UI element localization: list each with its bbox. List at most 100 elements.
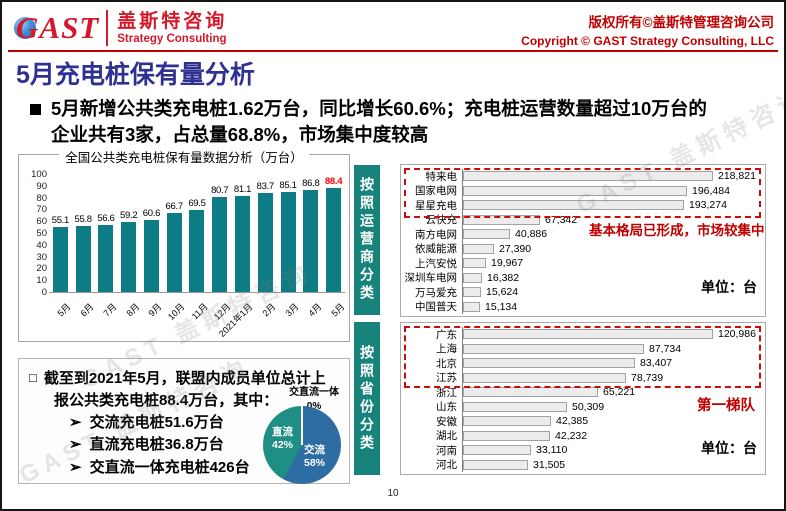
hbar-track: 15,134 (462, 299, 765, 314)
hbar-category-label: 河北 (436, 459, 457, 472)
pie-dc-pct: 42% (272, 439, 294, 452)
bar-value-label: 88.4 (324, 175, 343, 187)
summary-item-acdc: ➢ 交直流一体充电桩426台 (69, 457, 341, 480)
province-highlight-dashed-box (404, 326, 761, 388)
hbar-row-南方电网: 南方电网 40,886 (401, 227, 765, 242)
hbar-row-湖北: 湖北 42,232 (401, 428, 765, 443)
hbar-value-label: 15,134 (485, 300, 518, 313)
bar (166, 213, 182, 292)
copyright-en: Copyright © GAST Strategy Consulting, LL… (521, 34, 774, 48)
hbar-value-label: 193,274 (689, 199, 727, 212)
bar-2月: 83.7 (254, 181, 276, 292)
x-tick-label: 7月 (101, 301, 119, 319)
hbar-track: 31,505 (462, 457, 765, 472)
bar-value-label: 85.1 (279, 179, 297, 191)
arrow-bullet-icon: ➢ (69, 413, 82, 431)
hbar (463, 401, 567, 412)
hbar-track: 78,739 (462, 370, 765, 385)
x-tick: 4月 (300, 295, 324, 341)
summary-item-dc-text: 直流充电桩36.8万台 (89, 436, 224, 453)
hbar (463, 229, 510, 240)
hbar-value-label: 33,110 (536, 444, 568, 457)
province-unit-label: 单位：台 (701, 440, 757, 456)
y-tick-label: 0 (41, 286, 47, 298)
bar (235, 196, 250, 292)
y-axis: 100 90 80 70 60 50 40 30 20 10 0 (21, 170, 47, 298)
x-tick: 8月 (118, 295, 141, 341)
hbar-value-label: 78,739 (631, 371, 664, 384)
page-title: 5月充电桩保有量分析 (16, 61, 255, 89)
chart-title: 全国公共类充电桩保有量数据分析（万台） (59, 147, 309, 166)
bar (52, 227, 68, 292)
pie-acdc-pct: 0% (306, 400, 322, 412)
section-label-by-operator: 按照运营商分类 (354, 165, 380, 315)
hbar (463, 272, 482, 283)
hbar (463, 416, 551, 427)
hbar-value-label: 42,232 (555, 429, 588, 442)
bar-value-label: 55.8 (74, 213, 92, 225)
key-message-line2: 企业共有3家，占总量68.8%，市场集中度较高 (51, 123, 429, 145)
summary-box: □ 截至到2021年5月，联盟内成员单位总计上 报公共类充电桩88.4万台，其中… (18, 358, 350, 484)
x-tick-label: 6月 (78, 301, 96, 319)
hbar-value-label: 15,624 (486, 286, 519, 299)
hbar-row-星星充电: 星星充电 193,274 (401, 198, 765, 213)
x-tick: 6月 (72, 295, 96, 341)
pie-ac-pct: 58% (304, 457, 326, 470)
hbar-row-依威能源: 依威能源 27,390 (401, 241, 765, 256)
bar-5月: 55.1 (49, 215, 71, 292)
bar-9月: 60.6 (140, 208, 162, 292)
bar-8月: 59.2 (118, 210, 140, 292)
hbar-value-label: 40,886 (515, 228, 548, 241)
bar-4月: 86.8 (300, 178, 322, 292)
brand-name-cn: 盖斯特咨询 (117, 11, 228, 33)
hbar (463, 258, 486, 269)
bar (212, 197, 228, 292)
hbar (463, 185, 687, 196)
summary-line1-row: □ 截至到2021年5月，联盟内成员单位总计上 (29, 368, 341, 390)
hbar-track: 83,407 (462, 356, 765, 371)
x-tick: 2月 (254, 295, 278, 341)
y-tick-label: 40 (36, 239, 47, 251)
hbar-value-label: 87,734 (649, 342, 682, 355)
bar (143, 220, 159, 292)
hbar-track: 33,110 (462, 443, 765, 458)
pie-acdc-name: 交直流一体 (289, 387, 339, 398)
y-tick-label: 80 (36, 192, 47, 204)
bar-10月: 66.7 (163, 201, 185, 292)
x-tick-label: 11月 (189, 301, 210, 322)
pie-dc-name: 直流 (272, 426, 293, 438)
ac-dc-pie-chart: 直流 42% 交流 58% (263, 406, 341, 484)
hbar-track: 42,385 (462, 414, 765, 429)
summary-item-acdc-text: 交直流一体充电桩426台 (89, 458, 250, 476)
hbar-row-上汽安悦: 上汽安悦 19,967 (401, 256, 765, 271)
hbar-track: 193,274 (462, 198, 765, 213)
x-tick-label: 5月 (55, 301, 73, 319)
page-number: 10 (387, 488, 399, 499)
hbar-track: 196,484 (462, 183, 765, 198)
hbar (463, 343, 644, 354)
bar (257, 193, 273, 292)
pie-label-ac: 交流 58% (304, 444, 325, 470)
y-tick-label: 100 (31, 169, 47, 180)
x-tick-label: 4月 (306, 301, 324, 319)
hbar-category-label: 山东 (436, 401, 457, 414)
y-tick-label: 30 (36, 251, 47, 263)
hbar-category-label: 特来电 (425, 170, 458, 183)
x-tick-label: 3月 (283, 301, 301, 319)
hbar (463, 430, 550, 441)
bar-value-label: 80.7 (211, 184, 229, 196)
section-label-by-province-text: 按照省份分类 (359, 344, 375, 453)
x-tick-label: 2月 (260, 301, 278, 319)
bar-value-label: 56.6 (97, 212, 115, 224)
bar-11月: 69.5 (186, 198, 208, 292)
hbar-value-label: 83,407 (640, 357, 673, 370)
hbar (463, 214, 540, 225)
hbar-row-万马爱充: 万马爱充 15,624 (401, 285, 765, 300)
hollow-square-bullet-icon: □ (29, 370, 37, 385)
pie-ac-name: 交流 (304, 444, 325, 456)
logo-gast-text: GAST (16, 10, 100, 45)
hbar-category-label: 依威能源 (415, 243, 457, 256)
header-divider-rule (8, 50, 778, 52)
bar (75, 226, 91, 292)
